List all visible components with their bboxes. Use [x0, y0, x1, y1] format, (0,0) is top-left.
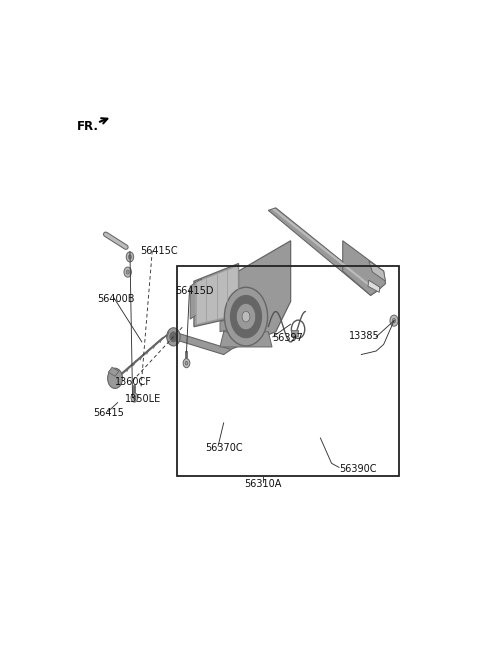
Polygon shape — [108, 367, 119, 376]
Text: 56415D: 56415D — [175, 286, 214, 296]
Polygon shape — [196, 266, 238, 324]
Text: 1350LE: 1350LE — [125, 394, 161, 403]
Circle shape — [390, 315, 398, 327]
Text: 56370C: 56370C — [205, 443, 243, 453]
Text: 56390C: 56390C — [339, 464, 376, 474]
Polygon shape — [343, 240, 385, 296]
Polygon shape — [369, 261, 385, 281]
Bar — [177, 266, 398, 476]
Polygon shape — [368, 280, 380, 292]
Circle shape — [129, 255, 132, 259]
Circle shape — [108, 368, 122, 388]
Circle shape — [133, 396, 136, 399]
Polygon shape — [190, 279, 202, 319]
Circle shape — [170, 332, 177, 342]
Circle shape — [230, 296, 262, 338]
Circle shape — [225, 287, 267, 346]
Circle shape — [242, 311, 250, 322]
Polygon shape — [220, 332, 272, 347]
Bar — [291, 330, 298, 336]
Polygon shape — [224, 240, 290, 352]
Text: 56415: 56415 — [93, 408, 124, 418]
Polygon shape — [114, 334, 168, 380]
Text: 56415C: 56415C — [140, 246, 178, 256]
Polygon shape — [166, 332, 231, 355]
Text: 56397: 56397 — [272, 333, 303, 343]
Circle shape — [393, 319, 396, 323]
Text: 56400B: 56400B — [97, 294, 135, 304]
Text: 1360CF: 1360CF — [115, 377, 152, 388]
Polygon shape — [194, 263, 239, 327]
Circle shape — [131, 393, 138, 402]
Circle shape — [236, 304, 256, 330]
Circle shape — [124, 267, 132, 277]
Circle shape — [126, 270, 129, 274]
Polygon shape — [272, 209, 377, 290]
Circle shape — [126, 252, 133, 262]
Polygon shape — [220, 317, 239, 332]
Text: 13385: 13385 — [349, 331, 380, 341]
Circle shape — [183, 359, 190, 368]
Text: 56310A: 56310A — [244, 478, 281, 489]
Circle shape — [167, 328, 180, 346]
Text: FR.: FR. — [77, 120, 99, 133]
Circle shape — [185, 361, 188, 365]
Polygon shape — [268, 208, 378, 296]
